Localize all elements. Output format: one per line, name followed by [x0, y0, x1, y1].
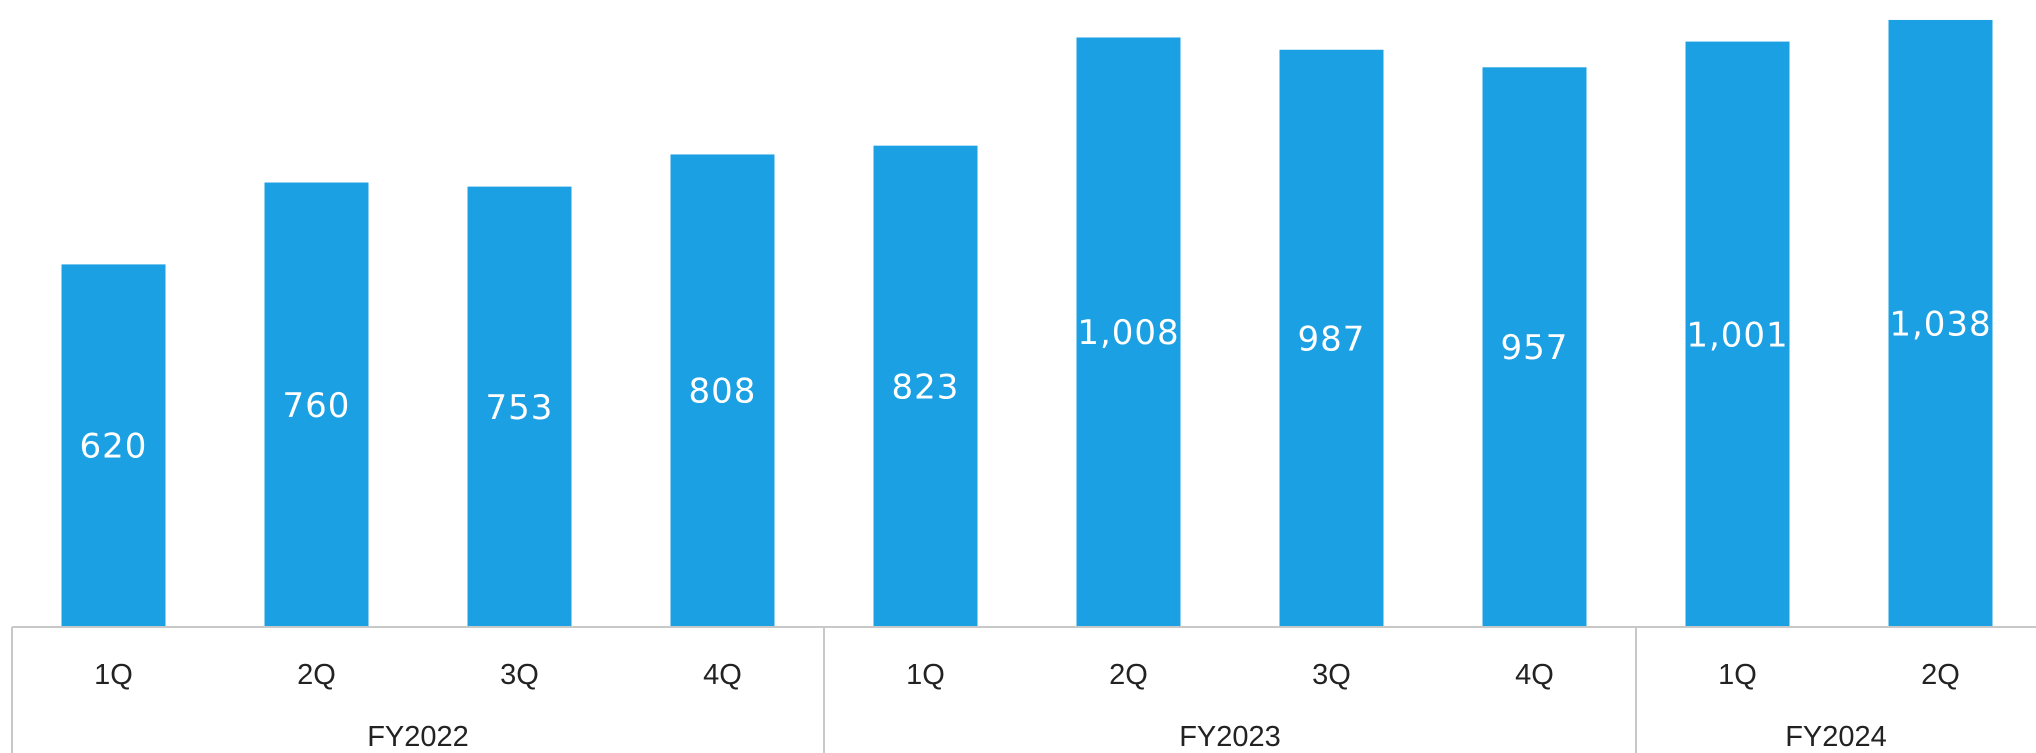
tick-labels-layer: 1Q 2Q 3Q 4Q 1Q 2Q 3Q 4Q 1Q 2Q — [94, 659, 1960, 691]
bar-3 — [467, 186, 572, 627]
value-label-2: 760 — [283, 386, 351, 426]
value-label-3: 753 — [486, 388, 554, 428]
value-label-7: 987 — [1298, 319, 1366, 359]
group-label-2: FY2023 — [1179, 721, 1281, 753]
group-label-1: FY2022 — [367, 721, 469, 753]
tick-label-1: 1Q — [94, 659, 133, 691]
tick-label-3: 3Q — [500, 659, 539, 691]
value-label-6: 1,008 — [1077, 313, 1179, 353]
bar-6 — [1076, 37, 1181, 628]
tick-label-6: 2Q — [1109, 659, 1148, 691]
tick-label-8: 4Q — [1515, 659, 1554, 691]
bar-1 — [61, 264, 166, 627]
group-labels-layer: FY2022 FY2023 FY2024 — [367, 721, 1887, 753]
value-label-9: 1,001 — [1686, 315, 1788, 355]
category-axis — [11, 626, 2036, 753]
group-label-3: FY2024 — [1785, 721, 1887, 753]
value-label-5: 823 — [892, 367, 960, 407]
value-label-8: 957 — [1501, 328, 1569, 368]
value-labels-layer: 620 760 753 808 823 1,008 987 957 1,001 1,038 — [80, 304, 1991, 467]
bar-7 — [1279, 49, 1384, 627]
value-label-1: 620 — [80, 427, 148, 467]
bar-2 — [264, 182, 369, 627]
bars-layer — [61, 19, 1993, 628]
value-label-4: 808 — [689, 372, 757, 412]
tick-label-9: 1Q — [1718, 659, 1757, 691]
bar-5 — [873, 145, 978, 627]
tick-label-2: 2Q — [297, 659, 336, 691]
bar-10 — [1888, 19, 1993, 627]
bar-4 — [670, 154, 775, 627]
bar-8 — [1482, 67, 1587, 628]
value-label-10: 1,038 — [1889, 304, 1991, 344]
bar-9 — [1685, 41, 1790, 627]
tick-label-5: 1Q — [906, 659, 945, 691]
tick-label-7: 3Q — [1312, 659, 1351, 691]
tick-label-10: 2Q — [1921, 659, 1960, 691]
tick-label-4: 4Q — [703, 659, 742, 691]
